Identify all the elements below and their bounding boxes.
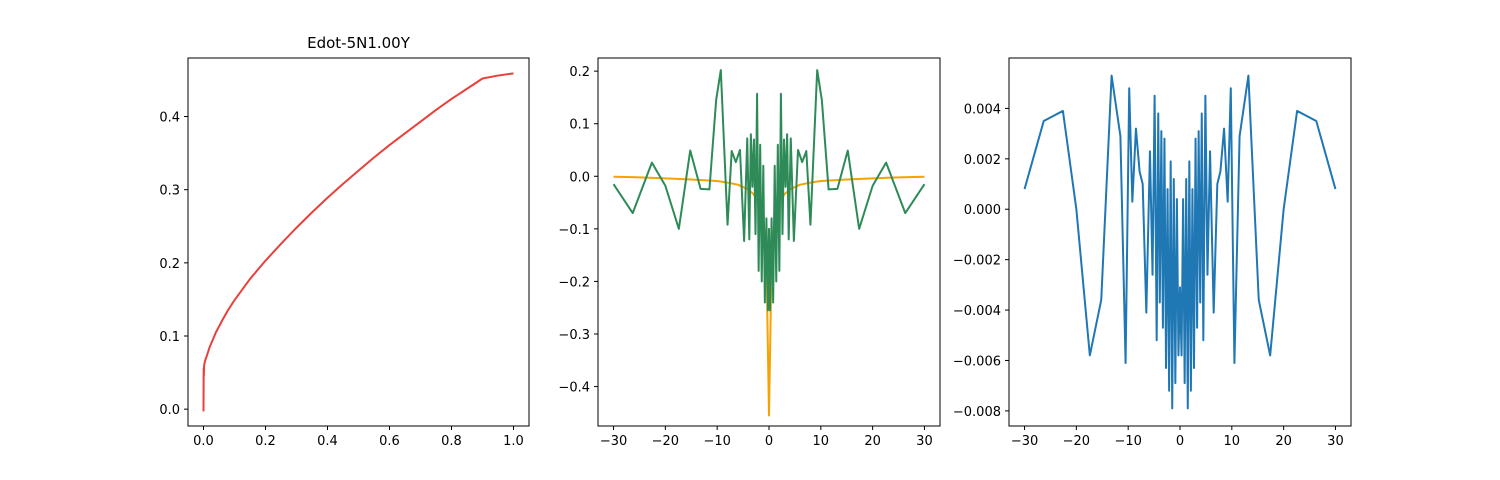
y-tick-label: 0.2 [569, 65, 590, 80]
x-tick-label: 0 [1176, 434, 1184, 449]
x-tick-label: 30 [1327, 434, 1344, 449]
x-tick-label: 10 [1224, 434, 1241, 449]
x-tick-label: −10 [703, 434, 730, 449]
y-tick-label: −0.4 [558, 381, 590, 396]
axes-frame [187, 57, 530, 427]
x-tick-label: 0.0 [193, 434, 214, 449]
y-tick-label: −0.1 [558, 223, 590, 238]
x-tick-label: −10 [1114, 434, 1141, 449]
chart-panel-3: −30 −20 −10 0 10 20 30 −0.008 −0.006 −0.004 −0.002… [953, 57, 1352, 449]
chart-title: Edot-5N1.00Y [307, 34, 411, 52]
y-tick-label: −0.004 [953, 304, 1001, 319]
series-line-1 [613, 175, 925, 417]
series-line-1 [202, 72, 514, 412]
y-tick-label: 0.3 [159, 184, 180, 199]
x-tick-label: −30 [1011, 434, 1038, 449]
x-tick-label: 0.8 [441, 434, 462, 449]
y-tick-label: 0.0 [569, 170, 590, 185]
x-tick-label: 1.0 [503, 434, 524, 449]
x-tick-label: 10 [813, 434, 830, 449]
x-tick-label: 0.4 [317, 434, 338, 449]
x-tick-label: −20 [652, 434, 679, 449]
y-tick-label: 0.004 [964, 102, 1001, 117]
y-tick-label: 0.1 [569, 118, 590, 133]
y-tick-label: −0.3 [558, 328, 590, 343]
y-tick-label: 0.1 [159, 330, 180, 345]
y-tick-label: 0.4 [159, 111, 180, 126]
y-tick-label: −0.006 [953, 354, 1001, 369]
y-tick-label: −0.008 [953, 405, 1001, 420]
y-tick-label: 0.000 [964, 203, 1001, 218]
x-tick-label: 0.6 [379, 434, 400, 449]
y-tick-label: 0.2 [159, 257, 180, 272]
x-tick-label: 0 [765, 434, 773, 449]
x-tick-label: 20 [864, 434, 881, 449]
x-tick-label: −20 [1063, 434, 1090, 449]
series-line-2 [612, 69, 926, 312]
chart-panel-2: −30 −20 −10 0 10 20 30 −0.4 −0.3 −0.2 −0.1 0.0 0.1 0.… [558, 57, 941, 449]
y-tick-label: −0.002 [953, 254, 1001, 269]
x-tick-label: −30 [600, 434, 627, 449]
x-tick-label: 0.2 [255, 434, 276, 449]
x-tick-label: 20 [1275, 434, 1292, 449]
x-tick-label: 30 [916, 434, 933, 449]
chart-panel-1: 0.0 0.2 0.4 0.6 0.8 1.0 0.0 0.1 0.2 0.3 0.4 Edot-5N… [159, 34, 530, 449]
y-tick-label: 0.002 [964, 153, 1001, 168]
series-line-1 [1023, 74, 1337, 410]
y-tick-label: −0.2 [558, 275, 590, 290]
y-tick-label: 0.0 [159, 403, 180, 418]
